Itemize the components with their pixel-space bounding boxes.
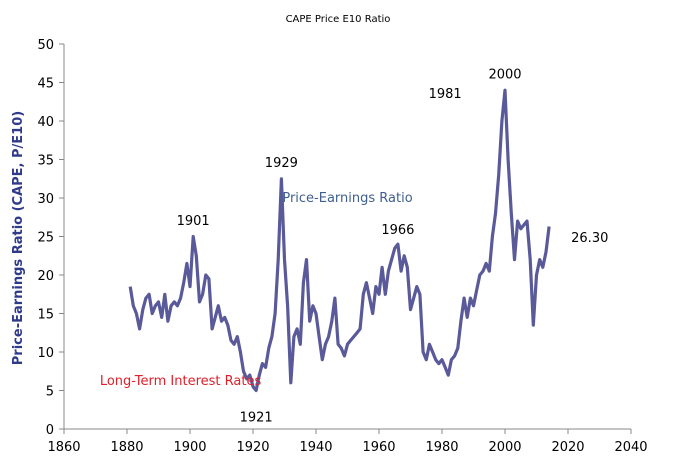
- annotation-label: 2000: [488, 68, 521, 83]
- annotation-label: 1901: [177, 214, 210, 229]
- y-tick-label: 0: [46, 423, 54, 438]
- y-tick-label: 10: [37, 346, 54, 361]
- x-tick-label: 2000: [488, 440, 521, 455]
- y-tick-label: 25: [37, 231, 54, 246]
- y-tick-label: 50: [37, 38, 54, 53]
- y-tick-label: 20: [37, 269, 54, 284]
- chart-title: CAPE Price E10 Ratio: [286, 14, 391, 25]
- y-axis-label: Price-Earnings Ratio (CAPE, P/E10): [11, 111, 26, 365]
- x-tick-label: 2040: [614, 440, 647, 455]
- x-tick-label: 1860: [47, 440, 80, 455]
- annotation-label: Long-Term Interest Rates: [100, 374, 262, 389]
- annotation-label: 1966: [381, 223, 414, 238]
- y-tick-label: 5: [46, 385, 54, 400]
- x-tick-label: 1960: [362, 440, 395, 455]
- x-tick-label: 2020: [551, 440, 584, 455]
- annotation-label: 26.30: [571, 231, 608, 246]
- y-tick-label: 45: [37, 77, 54, 92]
- x-tick-label: 1900: [173, 440, 206, 455]
- annotation-label: Price-Earnings Ratio: [282, 191, 412, 206]
- annotation-label: 1929: [265, 156, 298, 171]
- series-line-price-earnings-ratio: [128, 88, 551, 393]
- x-tick-label: 1980: [425, 440, 458, 455]
- x-tick-label: 1880: [110, 440, 143, 455]
- y-tick-label: 30: [37, 192, 54, 207]
- y-tick-label: 40: [37, 115, 54, 130]
- x-tick-label: 1920: [236, 440, 269, 455]
- y-tick-label: 35: [37, 154, 54, 169]
- y-tick-label: 15: [37, 308, 54, 323]
- annotation-label: 1981: [429, 87, 462, 102]
- annotation-label: 1921: [240, 410, 273, 425]
- x-tick-label: 1940: [299, 440, 332, 455]
